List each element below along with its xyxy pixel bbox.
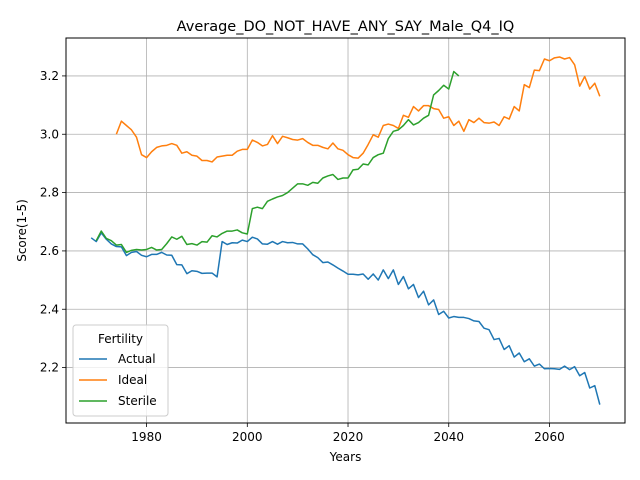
y-tick-label: 2.4 [40,302,59,316]
series-layer [90,56,601,405]
x-tick-label: 2020 [333,430,364,444]
x-tick-label: 2000 [232,430,263,444]
legend-label-ideal: Ideal [118,373,147,387]
x-tick-label: 2040 [433,430,464,444]
series-line-sterile [95,70,460,254]
plot-frame [65,37,626,424]
series-line-ideal [115,56,601,163]
x-tick-label: 1980 [131,430,162,444]
legend-label-sterile: Sterile [118,394,157,408]
y-tick-label: 3.0 [40,127,59,141]
y-tick-label: 2.2 [40,361,59,375]
x-axis: 1980 2000 2020 2040 2060 [131,423,565,444]
x-axis-title: Years [329,450,362,464]
legend-title: Fertility [98,332,143,346]
legend-items: Actual Ideal Sterile [79,352,157,408]
y-axis: 2.2 2.4 2.6 2.8 3.0 3.2 [40,69,66,375]
legend: Fertility Actual Ideal Sterile [72,324,169,417]
x-tick-label: 2060 [534,430,565,444]
y-tick-label: 2.6 [40,244,59,258]
y-axis-title: Score(1-5) [15,199,29,262]
legend-label-actual: Actual [118,352,156,366]
chart-title: Average_DO_NOT_HAVE_ANY_SAY_Male_Q4_IQ [177,19,515,35]
legend-box [72,324,169,417]
series-line-actual [90,232,601,405]
y-tick-label: 2.8 [40,186,59,200]
y-tick-label: 3.2 [40,69,59,83]
